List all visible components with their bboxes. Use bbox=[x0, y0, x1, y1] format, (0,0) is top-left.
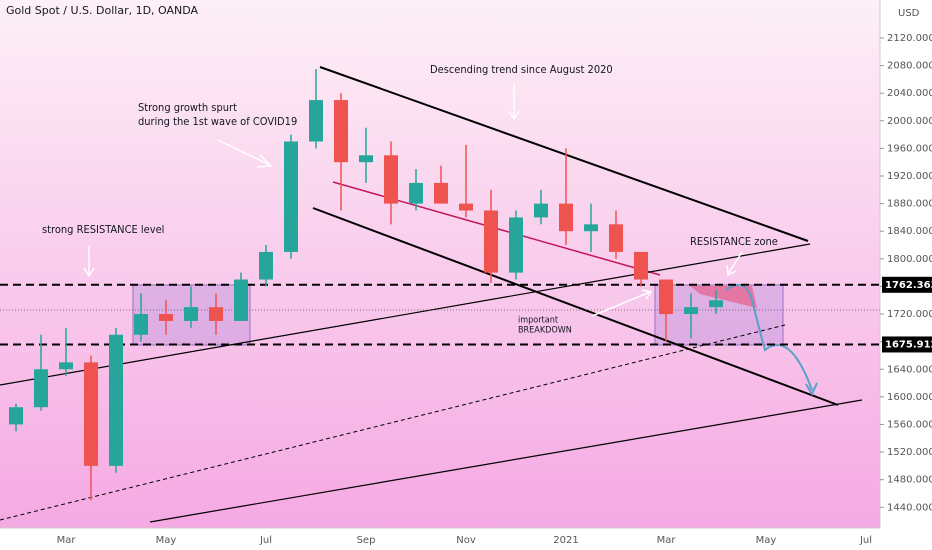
arrow bbox=[591, 289, 653, 317]
annotation: BREAKDOWN bbox=[518, 326, 572, 336]
annotation: RESISTANCE zone bbox=[690, 235, 778, 248]
y-tick-label: 1440.000 bbox=[887, 502, 932, 513]
candle-body bbox=[384, 155, 398, 204]
candle-body bbox=[584, 224, 598, 232]
trendline bbox=[149, 399, 863, 523]
candle-body bbox=[634, 251, 648, 280]
plot-background bbox=[0, 0, 880, 528]
candle-body bbox=[334, 100, 348, 163]
x-tick-label: Mar bbox=[657, 535, 677, 546]
y-tick-label: 1600.000 bbox=[887, 392, 932, 403]
x-tick-label: May bbox=[156, 535, 177, 546]
candle-body bbox=[259, 251, 273, 280]
time-axis bbox=[0, 528, 880, 550]
candle-body bbox=[209, 307, 223, 321]
y-tick-label: 1640.000 bbox=[887, 364, 932, 375]
candle-body bbox=[609, 224, 623, 252]
currency: USD bbox=[898, 8, 920, 19]
candle-body bbox=[184, 307, 198, 321]
level-label: 1762.363 bbox=[885, 280, 932, 291]
candle-body bbox=[534, 203, 548, 218]
x-tick-label: Sep bbox=[357, 535, 376, 546]
y-tick-label: 1720.000 bbox=[887, 309, 932, 320]
annotation: strong RESISTANCE level bbox=[42, 223, 164, 236]
y-tick-label: 1480.000 bbox=[887, 475, 932, 486]
y-tick-label: 1520.000 bbox=[887, 447, 932, 458]
candle-body bbox=[234, 279, 248, 321]
x-tick-label: Jul bbox=[259, 535, 272, 546]
y-tick-label: 1840.000 bbox=[887, 226, 932, 237]
trendline bbox=[0, 324, 786, 521]
x-tick-label: May bbox=[756, 535, 777, 546]
annotation: Descending trend since August 2020 bbox=[430, 63, 613, 76]
annotation: Strong growth spurt bbox=[138, 101, 237, 114]
candle-body bbox=[34, 369, 48, 408]
arrow bbox=[217, 139, 273, 168]
candle-body bbox=[459, 203, 473, 211]
candle-body bbox=[684, 307, 698, 315]
candle-body bbox=[484, 210, 498, 273]
y-tick-label: 2080.000 bbox=[887, 61, 932, 72]
x-tick-label: Jul bbox=[859, 535, 872, 546]
candle-body bbox=[434, 182, 448, 204]
arrow bbox=[508, 84, 520, 121]
candle-body bbox=[159, 314, 173, 321]
annotation: during the 1st wave of COVID19 bbox=[138, 115, 297, 128]
candle-body bbox=[284, 141, 298, 252]
drawings bbox=[0, 66, 880, 523]
arrow bbox=[726, 251, 743, 277]
candle-body bbox=[59, 362, 73, 370]
candle-body bbox=[9, 407, 23, 425]
trendline bbox=[0, 243, 811, 386]
candle-body bbox=[409, 182, 423, 204]
trendline bbox=[319, 66, 809, 242]
y-tick-label: 1800.000 bbox=[887, 254, 932, 265]
resistance-zone bbox=[690, 286, 757, 308]
chart-title: Gold Spot / U.S. Dollar, 1D, OANDA bbox=[6, 4, 199, 17]
arrow bbox=[83, 246, 95, 278]
y-tick-label: 1560.000 bbox=[887, 419, 932, 430]
candle-body bbox=[559, 203, 573, 232]
candle-body bbox=[309, 100, 323, 142]
x-tick-label: Mar bbox=[57, 535, 77, 546]
y-tick-label: 1880.000 bbox=[887, 199, 932, 210]
candle-body bbox=[509, 217, 523, 273]
projection-arrow bbox=[725, 283, 813, 391]
y-tick-label: 2120.000 bbox=[887, 33, 932, 44]
y-tick-label: 1920.000 bbox=[887, 171, 932, 182]
candle-body bbox=[134, 314, 148, 335]
level-tag bbox=[882, 336, 932, 353]
arrow-head bbox=[805, 382, 818, 397]
y-tick-label: 1960.000 bbox=[887, 143, 932, 154]
candle-body bbox=[84, 362, 98, 466]
annotation: important bbox=[518, 316, 558, 326]
x-tick-label: 2021 bbox=[553, 535, 578, 546]
trendline bbox=[312, 207, 839, 406]
level-label: 1675.912 bbox=[885, 339, 932, 350]
candle-body bbox=[359, 155, 373, 163]
candle-body bbox=[659, 279, 673, 315]
y-tick-label: 2040.000 bbox=[887, 88, 932, 99]
candle-body bbox=[109, 334, 123, 466]
price-axis bbox=[880, 0, 932, 550]
candle-body bbox=[709, 300, 723, 308]
level-tag bbox=[882, 276, 932, 293]
x-tick-label: Nov bbox=[456, 535, 476, 546]
y-tick-label: 2000.000 bbox=[887, 116, 932, 127]
